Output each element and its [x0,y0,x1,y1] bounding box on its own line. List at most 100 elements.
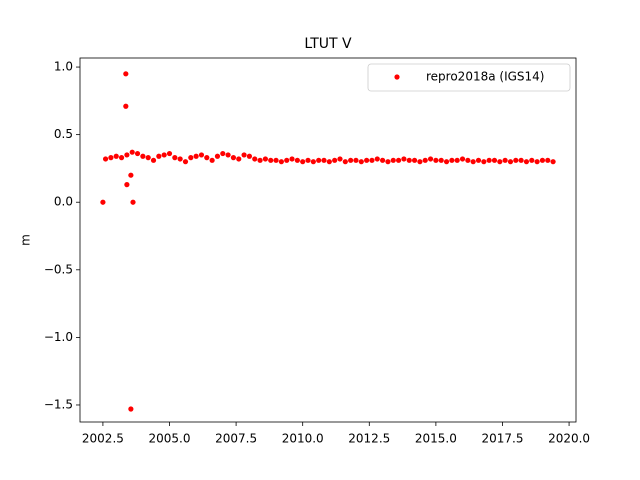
data-point [385,159,391,165]
data-point [113,153,119,159]
data-point [316,157,322,163]
data-point [300,159,306,165]
data-point [102,156,109,162]
data-point [188,155,194,161]
data-point [470,159,476,165]
x-tick-label: 2020.0 [548,432,590,446]
y-axis-label: m [19,234,33,246]
x-tick-label: 2017.5 [481,432,523,446]
data-point [550,159,556,165]
data-point [100,199,106,205]
data-point [406,157,412,163]
data-point [321,157,327,163]
data-point [128,172,134,178]
data-point [294,157,300,163]
data-point [193,153,199,159]
data-point [369,157,375,163]
data-point [337,156,343,162]
y-tick-label: −1.5 [44,397,73,411]
data-point [454,157,460,163]
data-point [246,153,253,159]
data-point [130,199,136,205]
data-point [166,150,173,157]
data-point [214,153,221,159]
data-point [310,159,316,165]
data-point [523,159,530,165]
data-point [502,157,508,163]
data-point [236,156,242,162]
data-point [150,157,157,163]
data-point [230,155,237,161]
y-tick-label: −0.5 [44,262,73,276]
data-point [481,159,487,165]
data-point [204,155,210,161]
legend-marker [394,74,400,80]
data-point [475,157,482,163]
x-tick-label: 2007.5 [215,432,257,446]
data-point [507,159,514,165]
data-point [443,159,450,165]
plot-frame [79,57,577,423]
data-point [438,157,444,163]
legend-label: repro2018a (IGS14) [426,70,544,84]
data-point [358,159,364,165]
y-tick-label: 0.5 [54,127,73,141]
data-point [534,159,540,165]
data-point [124,152,130,158]
data-point [305,157,311,163]
data-point [374,156,380,162]
data-point [209,157,215,163]
x-tick-label: 2010.0 [282,432,324,446]
x-tick-label: 2012.5 [348,432,390,446]
data-point [123,71,129,77]
chart-title: LTUT V [304,36,352,52]
data-point [177,156,183,162]
data-point [433,157,439,163]
data-point [118,155,125,161]
data-point [332,157,338,163]
data-point [353,157,359,163]
data-point [129,149,135,155]
data-point [545,157,551,163]
data-point [108,155,114,161]
data-point [326,159,332,165]
data-point [401,156,407,162]
data-point [161,152,167,158]
data-point [364,157,370,163]
data-point [284,157,290,163]
data-point [289,156,295,162]
data-point [124,182,130,188]
data-point [128,406,134,412]
data-point [140,153,146,159]
data-point [518,157,524,163]
data-point [459,156,466,162]
data-point [497,159,503,165]
data-point [427,156,434,162]
x-tick-label: 2015.0 [415,432,457,446]
data-point [539,157,546,163]
data-point [342,159,348,165]
data-point [273,157,279,163]
data-point [225,152,231,158]
data-point [134,150,141,157]
y-tick-label: −1.0 [44,330,73,344]
data-point [123,103,129,109]
data-point [380,157,386,163]
data-point [156,153,162,159]
y-tick-label: 1.0 [54,60,73,74]
data-point [491,157,498,163]
data-point [513,157,519,163]
data-point [241,152,247,158]
data-point [411,157,418,163]
y-tick-label: 0.0 [54,195,73,209]
data-point [172,155,178,161]
data-point [145,155,151,161]
data-point [252,156,258,162]
legend-box [367,63,571,92]
x-tick-label: 2002.5 [82,432,124,446]
data-point [268,157,274,163]
data-point [348,157,354,163]
data-point [182,159,189,165]
data-point [390,157,396,163]
